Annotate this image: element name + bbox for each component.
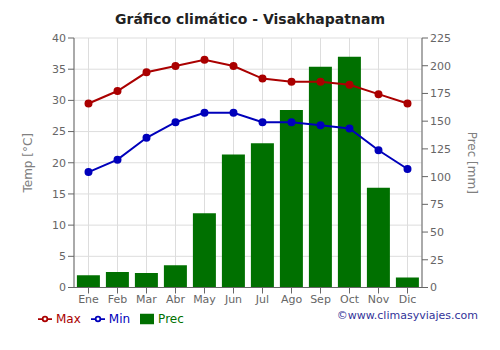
svg-text:100: 100	[430, 171, 451, 184]
svg-text:Mar: Mar	[136, 293, 157, 306]
html-text:Gráfico climático - Visakhapat: Gráfico climático - Visakhapatnam	[115, 11, 385, 27]
svg-text:50: 50	[430, 226, 444, 239]
svg-text:Nov: Nov	[368, 293, 390, 306]
svg-text:150: 150	[430, 115, 451, 128]
svg-text:225: 225	[430, 32, 451, 45]
svg-text:May: May	[193, 293, 216, 306]
svg-text:Temp [°C]: Temp [°C]	[21, 133, 35, 194]
svg-text:Oct: Oct	[340, 293, 360, 306]
svg-text:10: 10	[52, 219, 66, 232]
html-text:Prec: Prec	[158, 311, 184, 326]
svg-text:40: 40	[52, 32, 66, 45]
svg-text:Jul: Jul	[255, 293, 269, 306]
svg-text:30: 30	[52, 94, 66, 107]
svg-text:125: 125	[430, 143, 451, 156]
svg-text:25: 25	[430, 254, 444, 267]
svg-text:Ene: Ene	[78, 293, 99, 306]
html-text:Min: Min	[108, 311, 131, 326]
svg-text:75: 75	[430, 198, 444, 211]
svg-text:25: 25	[52, 125, 66, 138]
svg-text:Dic: Dic	[399, 293, 417, 306]
svg-text:Sep: Sep	[310, 293, 331, 306]
svg-text:35: 35	[52, 63, 66, 76]
svg-text:Feb: Feb	[108, 293, 127, 306]
html-text:©www.climasyviajes.com: ©www.climasyviajes.com	[336, 309, 478, 322]
svg-text:5: 5	[59, 250, 66, 263]
svg-text:Abr: Abr	[166, 293, 186, 306]
svg-text:Ago: Ago	[281, 293, 303, 306]
svg-text:0: 0	[430, 281, 437, 294]
svg-text:Jun: Jun	[224, 293, 242, 306]
svg-text:175: 175	[430, 87, 451, 100]
svg-text:0: 0	[59, 281, 66, 294]
svg-text:20: 20	[52, 157, 66, 170]
svg-text:200: 200	[430, 60, 451, 73]
svg-text:Prec [mm]: Prec [mm]	[465, 132, 479, 194]
html-text:Max: Max	[56, 311, 81, 326]
svg-text:15: 15	[52, 188, 66, 201]
